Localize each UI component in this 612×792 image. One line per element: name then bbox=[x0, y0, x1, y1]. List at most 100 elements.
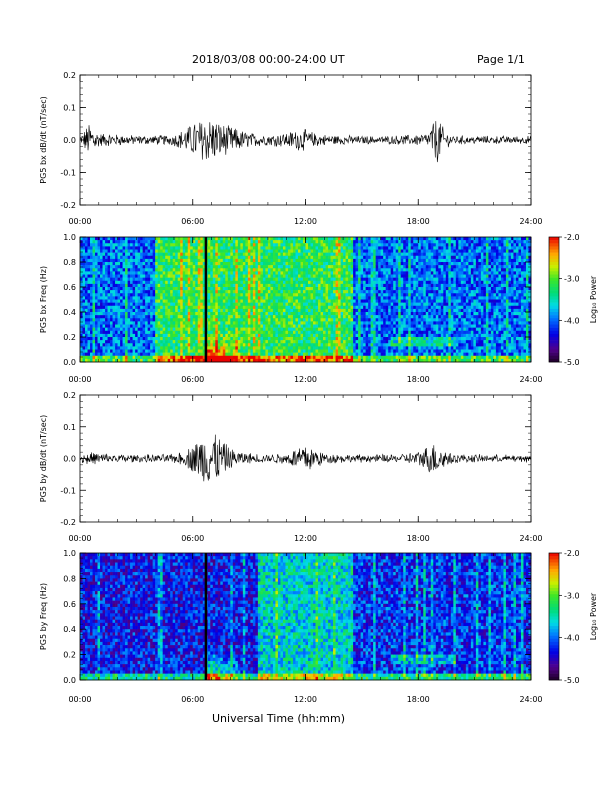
heat-cell bbox=[202, 337, 206, 341]
heat-cell bbox=[117, 274, 121, 278]
heat-cell bbox=[358, 315, 361, 319]
heat-cell bbox=[260, 255, 264, 260]
heat-cell bbox=[275, 321, 279, 325]
heat-cell bbox=[262, 299, 266, 303]
heat-cell bbox=[338, 337, 341, 341]
heat-cell bbox=[375, 349, 379, 353]
heat-cell bbox=[265, 312, 269, 316]
heat-cell bbox=[373, 262, 376, 266]
heat-cell bbox=[383, 280, 386, 285]
heat-cell bbox=[330, 240, 334, 244]
heat-cell bbox=[220, 349, 224, 353]
heat-cell bbox=[180, 315, 184, 319]
heat-cell bbox=[220, 262, 224, 266]
heat-cell bbox=[227, 352, 231, 357]
heat-cell bbox=[380, 343, 384, 347]
heat-cell bbox=[280, 271, 284, 275]
heat-cell bbox=[80, 258, 83, 263]
heat-cell bbox=[165, 293, 168, 297]
heat-cell bbox=[180, 305, 184, 310]
heat-cell bbox=[358, 346, 361, 350]
heat-cell bbox=[282, 318, 286, 322]
heat-cell bbox=[310, 333, 314, 338]
heat-cell bbox=[112, 318, 116, 322]
heat-cell bbox=[302, 308, 306, 313]
heat-cell bbox=[285, 255, 289, 260]
heat-cell bbox=[245, 327, 249, 332]
heat-cell bbox=[237, 358, 241, 363]
heat-cell bbox=[177, 333, 181, 338]
heat-cell bbox=[272, 355, 276, 360]
heat-cell bbox=[100, 337, 103, 341]
heat-cell bbox=[245, 246, 249, 250]
heat-cell bbox=[197, 240, 201, 244]
heat-cell bbox=[305, 337, 309, 341]
heat-cell bbox=[140, 321, 143, 325]
heat-cell bbox=[275, 271, 279, 275]
heat-cell bbox=[295, 324, 299, 328]
heat-cell bbox=[230, 287, 234, 291]
heat-cell bbox=[90, 343, 93, 347]
heat-cell bbox=[90, 262, 93, 266]
heat-cell bbox=[87, 262, 91, 266]
heat-cell bbox=[100, 321, 103, 325]
heat-cell bbox=[250, 243, 254, 247]
heat-cell bbox=[177, 355, 181, 360]
heat-cell bbox=[137, 312, 141, 316]
heat-cell bbox=[285, 296, 289, 300]
heat-cell bbox=[282, 268, 286, 272]
heat-cell bbox=[120, 274, 123, 278]
heat-cell bbox=[335, 346, 339, 350]
heat-cell bbox=[100, 327, 103, 332]
heat-cell bbox=[370, 258, 374, 263]
heat-cell bbox=[137, 283, 141, 288]
heat-cell bbox=[90, 274, 93, 278]
heat-cell bbox=[217, 243, 221, 247]
heat-cell bbox=[348, 290, 351, 294]
heat-cell bbox=[155, 290, 158, 294]
heat-cell bbox=[195, 352, 199, 357]
heat-cell bbox=[185, 324, 189, 328]
heat-cell bbox=[325, 340, 329, 344]
heat-cell bbox=[353, 293, 356, 297]
heat-cell bbox=[145, 283, 148, 288]
heat-cell bbox=[212, 246, 216, 250]
heat-cell bbox=[365, 321, 369, 325]
heat-cell bbox=[180, 249, 184, 253]
heat-cell bbox=[157, 330, 161, 335]
heat-cell bbox=[370, 237, 374, 241]
heat-cell bbox=[197, 355, 201, 360]
heat-cell bbox=[115, 340, 118, 344]
heat-cell bbox=[370, 308, 374, 313]
heat-cell bbox=[375, 249, 379, 253]
heat-cell bbox=[378, 268, 381, 272]
heat-cell bbox=[210, 277, 214, 282]
heat-cell bbox=[215, 330, 219, 335]
heat-cell bbox=[260, 327, 264, 332]
heat-cell bbox=[265, 305, 269, 310]
heat-cell bbox=[365, 305, 369, 310]
heat-cell bbox=[262, 305, 266, 310]
heat-cell bbox=[333, 343, 336, 347]
heat-cell bbox=[107, 352, 111, 357]
heat-cell bbox=[240, 271, 244, 275]
heat-cell bbox=[378, 237, 381, 241]
heat-cell bbox=[160, 318, 163, 322]
heat-cell bbox=[265, 333, 269, 338]
heat-cell bbox=[182, 255, 186, 260]
heat-cell bbox=[313, 258, 316, 263]
heat-cell bbox=[215, 308, 219, 313]
heat-cell bbox=[235, 312, 239, 316]
heat-cell bbox=[202, 302, 206, 307]
heat-cell bbox=[227, 268, 231, 272]
heat-cell bbox=[378, 324, 381, 328]
heat-cell bbox=[167, 243, 171, 247]
heat-cell bbox=[270, 240, 274, 244]
heat-cell bbox=[297, 255, 301, 260]
heat-cell bbox=[265, 349, 269, 353]
heat-cell bbox=[182, 312, 186, 316]
heat-cell bbox=[132, 240, 136, 244]
heat-cell bbox=[177, 302, 181, 307]
heat-cell bbox=[358, 287, 361, 291]
heat-cell bbox=[285, 343, 289, 347]
